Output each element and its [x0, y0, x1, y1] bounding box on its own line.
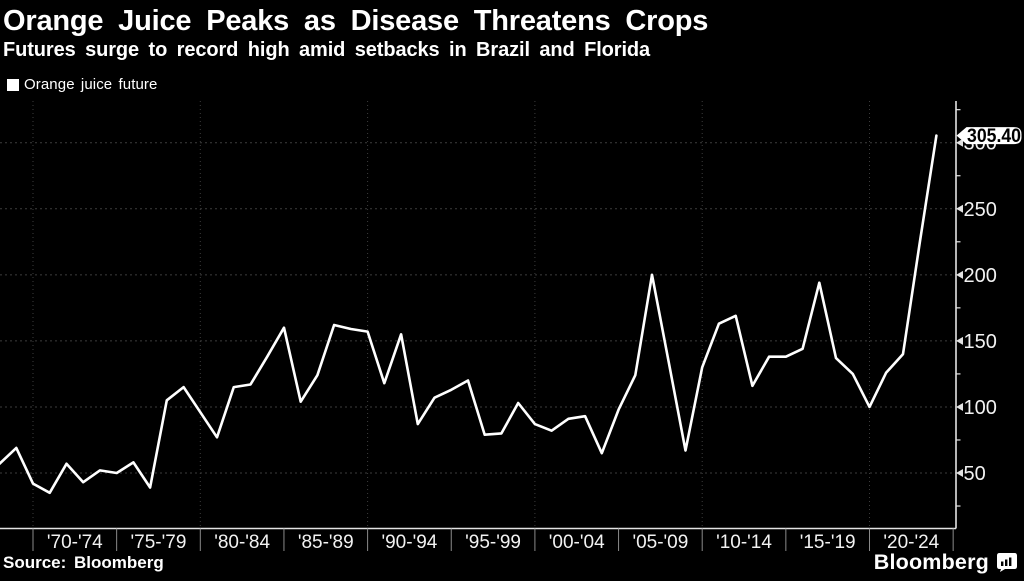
- x-tick-label: '05-'09: [632, 532, 688, 553]
- y-major-tick: [956, 204, 963, 213]
- y-tick-label: 200: [964, 265, 997, 287]
- y-major-tick: [956, 336, 963, 345]
- y-major-tick: [956, 138, 963, 147]
- x-tick-label: '10-'14: [716, 532, 772, 553]
- y-tick-label: 50: [964, 463, 986, 485]
- y-tick-label: 150: [964, 331, 997, 353]
- x-tick-label: '20-'24: [883, 532, 939, 553]
- bloomberg-logo-icon: [997, 553, 1017, 572]
- brand: Bloomberg: [874, 550, 1017, 575]
- legend-square-marker-icon: [7, 78, 19, 91]
- x-tick-label: '95-'99: [465, 532, 521, 553]
- legend: Orange juice future: [7, 76, 157, 93]
- y-major-tick: [956, 469, 963, 477]
- x-tick-label: '85-'89: [298, 532, 354, 553]
- x-tick-label: '75-'79: [131, 532, 187, 553]
- series-line: [0, 134, 938, 495]
- source-label: Source: Bloomberg: [3, 553, 164, 572]
- x-tick-label: '90-'94: [381, 532, 437, 553]
- y-major-tick: [956, 402, 963, 411]
- page-title: Orange Juice Peaks as Disease Threatens …: [3, 5, 709, 37]
- value-callout: [956, 127, 1022, 145]
- x-tick-label: '70-'74: [47, 532, 103, 553]
- y-tick-label: 100: [964, 397, 997, 419]
- x-tick-label: '80-'84: [214, 532, 270, 553]
- legend-label: Orange juice future: [24, 76, 158, 93]
- y-tick-label: 250: [964, 199, 997, 221]
- x-tick-label: '15-'19: [800, 532, 856, 553]
- bloomberg-wordmark: Bloomberg: [873, 550, 989, 574]
- page-subtitle: Futures surge to record high amid setbac…: [3, 39, 651, 61]
- x-tick-label: '00-'04: [549, 532, 605, 553]
- value-callout-text: 305.40: [967, 126, 1021, 147]
- y-major-tick: [956, 270, 963, 279]
